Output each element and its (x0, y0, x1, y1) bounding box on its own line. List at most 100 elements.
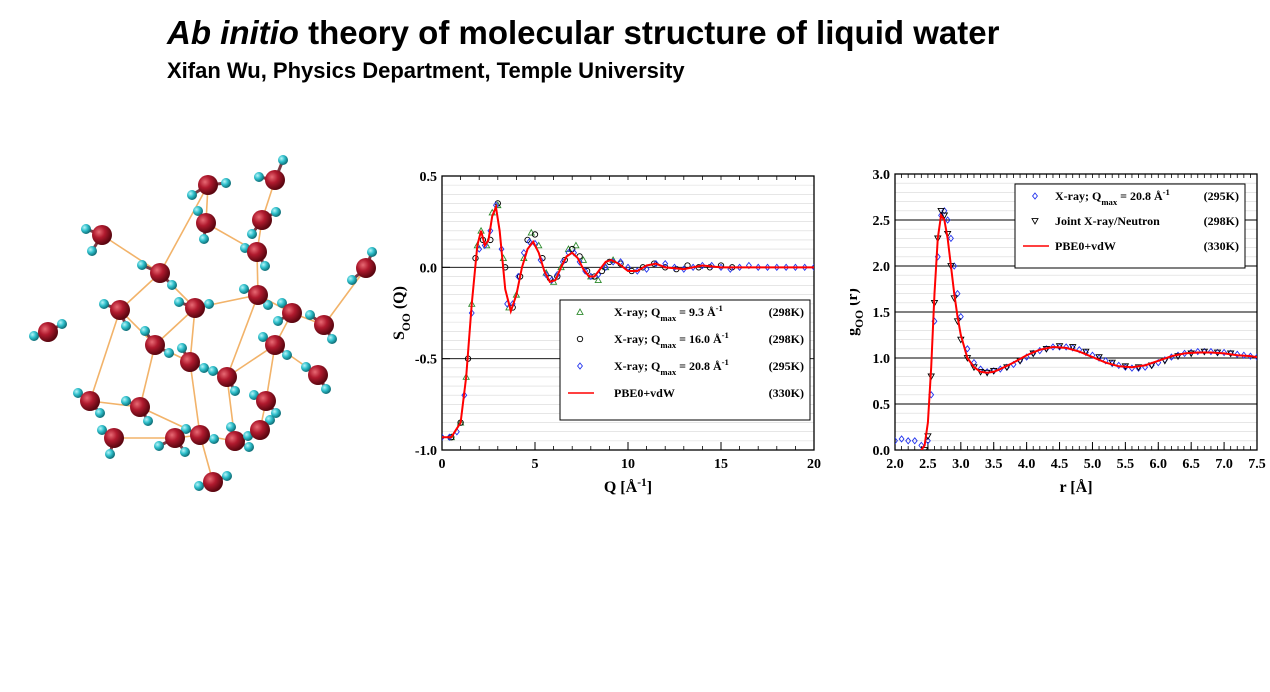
hydrogen-atom (177, 343, 187, 353)
legend-temperature: (295K) (1204, 189, 1239, 203)
x-tick-label: 15 (714, 457, 728, 472)
x-tick-label: 5 (532, 457, 539, 472)
water-molecule-cluster-figure (29, 155, 377, 492)
data-point (1234, 350, 1241, 359)
hydrogen-atom (187, 190, 197, 200)
x-axis-label-end: ] (1087, 479, 1092, 496)
series-line (442, 203, 814, 439)
x-axis-unit-sup: -1 (637, 477, 647, 489)
oxygen-atom (225, 431, 245, 451)
oxygen-atom (265, 170, 285, 190)
hydrogen-atom (199, 234, 209, 244)
water-molecule (208, 366, 240, 396)
water-molecule (97, 425, 124, 459)
x-tick-label: 10 (621, 457, 635, 472)
water-molecule (240, 242, 270, 271)
hydrogen-atom (367, 247, 377, 257)
hydrogen-atom (97, 425, 107, 435)
data-point (1076, 345, 1083, 354)
y-tick-label: 2.0 (873, 260, 891, 275)
data-point (1194, 347, 1201, 356)
legend-marker (1031, 218, 1039, 225)
hydrogen-atom (99, 299, 109, 309)
water-molecule (194, 471, 232, 492)
oxygen-atom (38, 322, 58, 342)
oxygen-atom (198, 175, 218, 195)
hydrogen-bond (89, 309, 121, 402)
y-tick-label: -0.5 (415, 353, 437, 368)
y-axis-label-sub: OO (401, 313, 413, 331)
svg-text:X-ray; Qmax = 20.8 Å-1: X-ray; Qmax = 20.8 Å-1 (1055, 187, 1170, 207)
hydrogen-atom (239, 284, 249, 294)
data-point (947, 234, 954, 243)
legend-value: = 16.0 Å (676, 332, 722, 346)
y-tick-label: -1.0 (415, 444, 437, 459)
water-molecule (254, 155, 288, 190)
hydrogen-bond (139, 344, 156, 408)
water-molecule (347, 247, 377, 285)
water-molecule (247, 207, 281, 239)
legend-label: PBE0+vdW (614, 386, 675, 400)
water-molecule (174, 297, 214, 318)
svg-text:Joint X-ray/Neutron: Joint X-ray/Neutron (1055, 214, 1160, 228)
data-point (940, 212, 949, 220)
hydrogen-atom (247, 229, 257, 239)
water-molecule (81, 224, 112, 256)
hydrogen-atom (174, 297, 184, 307)
y-axis-label-arg: (r) (850, 288, 861, 310)
oxygen-atom (314, 315, 334, 335)
data-point (1082, 348, 1090, 356)
oxygen-atom (250, 420, 270, 440)
x-axis-unit: Å (1076, 478, 1088, 496)
legend-marker (577, 362, 583, 370)
data-point (1089, 351, 1096, 359)
y-axis-label: S (391, 331, 408, 340)
legend-label-sub: max (1101, 197, 1117, 207)
oxygen-atom (190, 425, 210, 445)
water-molecule (249, 390, 281, 418)
data-point (602, 263, 609, 272)
data-point (531, 231, 539, 238)
hydrogen-atom (243, 431, 253, 441)
data-point (564, 245, 573, 252)
oxygen-atom (265, 335, 285, 355)
data-point (898, 435, 905, 443)
oxygen-atom (145, 335, 165, 355)
y-tick-label: 0.0 (873, 444, 891, 459)
data-point (745, 261, 752, 270)
hydrogen-atom (271, 207, 281, 217)
y-tick-label: 0.0 (420, 261, 438, 276)
water-molecule (273, 298, 302, 326)
legend-value-sup: -1 (722, 330, 729, 340)
data-point (643, 265, 650, 273)
hydrogen-atom (221, 178, 231, 188)
x-tick-label: 4.5 (1051, 457, 1069, 472)
legend-marker (576, 308, 584, 315)
water-molecule (154, 428, 190, 457)
hydrogen-atom (258, 332, 268, 342)
y-tick-label: 0.5 (420, 170, 438, 185)
water-molecule (301, 362, 331, 394)
series-markers (920, 207, 1235, 450)
hydrogen-atom (81, 224, 91, 234)
slide-title: Ab initio theory of molecular structure … (167, 14, 999, 52)
y-axis-title: gOO (r) (850, 288, 866, 336)
legend: X-ray; Qmax = 20.8 Å-1 (295K) Joint X-ray/… (1014, 183, 1246, 269)
hydrogen-atom (143, 416, 153, 426)
oxygen-atom (180, 352, 200, 372)
data-point (1095, 354, 1103, 362)
data-point (579, 256, 588, 263)
data-point (548, 276, 555, 284)
oxygen-atom (248, 285, 268, 305)
hydrogen-atom (222, 471, 232, 481)
legend-label-sub: max (660, 367, 676, 377)
x-tick-label: 20 (807, 457, 821, 472)
series-line (920, 212, 1257, 450)
hydrogen-atom (321, 384, 331, 394)
data-point (1102, 357, 1109, 365)
svg-text:X-ray; Qmax = 20.8 Å-1: X-ray; Qmax = 20.8 Å-1 (614, 357, 729, 377)
water-molecule (258, 332, 292, 360)
oxygen-atom (185, 298, 205, 318)
legend-value: = 20.8 Å (1117, 189, 1163, 203)
